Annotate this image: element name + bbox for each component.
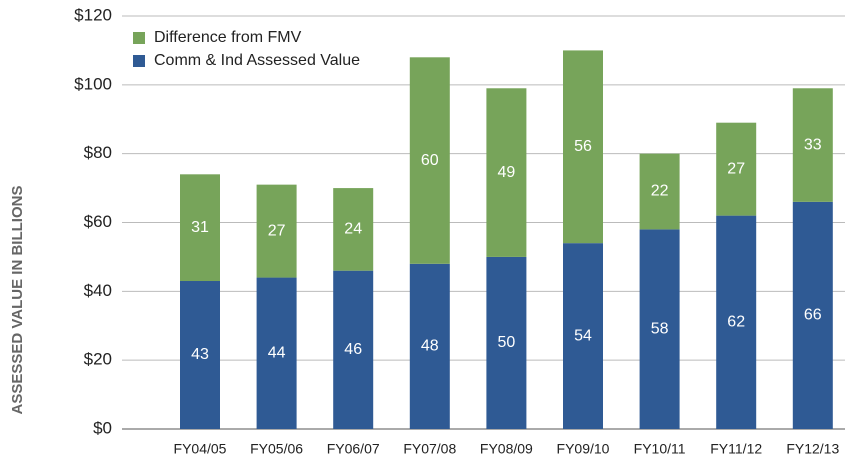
data-label: 44 — [268, 345, 286, 362]
x-tick-label: FY12/13 — [786, 441, 839, 457]
bar-segment — [716, 215, 757, 429]
data-label: 31 — [191, 219, 209, 236]
data-label: 22 — [651, 183, 669, 200]
legend-label: Comm & Ind Assessed Value — [154, 52, 360, 69]
y-axis-title: ASSESSED VALUE IN BILLIONS — [9, 186, 26, 415]
data-label: 56 — [574, 138, 592, 155]
bar-segment — [716, 122, 757, 216]
x-tick-label: FY07/08 — [403, 441, 456, 457]
data-label: 62 — [727, 314, 745, 331]
data-label: 24 — [344, 221, 362, 238]
bar-segment — [563, 243, 603, 429]
bar-segment — [792, 88, 833, 202]
data-label: 33 — [804, 136, 822, 153]
bar-segment — [256, 184, 297, 278]
legend-swatch — [133, 55, 145, 67]
bar-segment — [486, 88, 527, 257]
bar-segment — [639, 229, 680, 429]
y-tick-label: $100 — [74, 74, 112, 93]
bar-segment — [409, 263, 450, 429]
data-label: 58 — [651, 320, 669, 337]
y-tick-label: $60 — [84, 212, 112, 231]
x-tick-label: FY06/07 — [327, 441, 380, 457]
bar-segment — [333, 270, 374, 429]
x-tick-label: FY11/12 — [710, 441, 762, 457]
legend-swatch — [133, 32, 145, 44]
y-tick-label: $40 — [84, 281, 112, 300]
data-label: 48 — [421, 338, 439, 355]
y-tick-label: $120 — [74, 5, 112, 24]
bar-segment — [563, 50, 603, 244]
data-label: 60 — [421, 152, 439, 169]
data-label: 49 — [498, 164, 516, 181]
data-label: 66 — [804, 307, 822, 324]
bar-segment — [639, 153, 680, 230]
x-tick-label: FY09/10 — [557, 441, 610, 457]
bar-segment — [486, 256, 527, 429]
data-label: 46 — [344, 341, 362, 358]
data-label: 50 — [498, 334, 516, 351]
bar-segment — [180, 281, 220, 429]
data-label: 27 — [268, 222, 286, 239]
bar-segment — [409, 57, 450, 264]
y-tick-label: $80 — [84, 143, 112, 162]
x-tick-label: FY10/11 — [634, 441, 686, 457]
bar-segment — [792, 201, 833, 429]
y-tick-label: $20 — [84, 350, 112, 369]
bar-segment — [180, 174, 220, 282]
legend-label: Difference from FMV — [154, 29, 302, 46]
bar-segment — [256, 277, 297, 429]
bar-segment — [333, 188, 374, 271]
y-tick-label: $0 — [93, 418, 112, 437]
data-label: 54 — [574, 327, 592, 344]
x-tick-label: FY08/09 — [480, 441, 533, 457]
x-tick-label: FY04/05 — [174, 441, 227, 457]
data-label: 43 — [191, 346, 209, 363]
data-label: 27 — [727, 160, 745, 177]
x-tick-label: FY05/06 — [250, 441, 303, 457]
